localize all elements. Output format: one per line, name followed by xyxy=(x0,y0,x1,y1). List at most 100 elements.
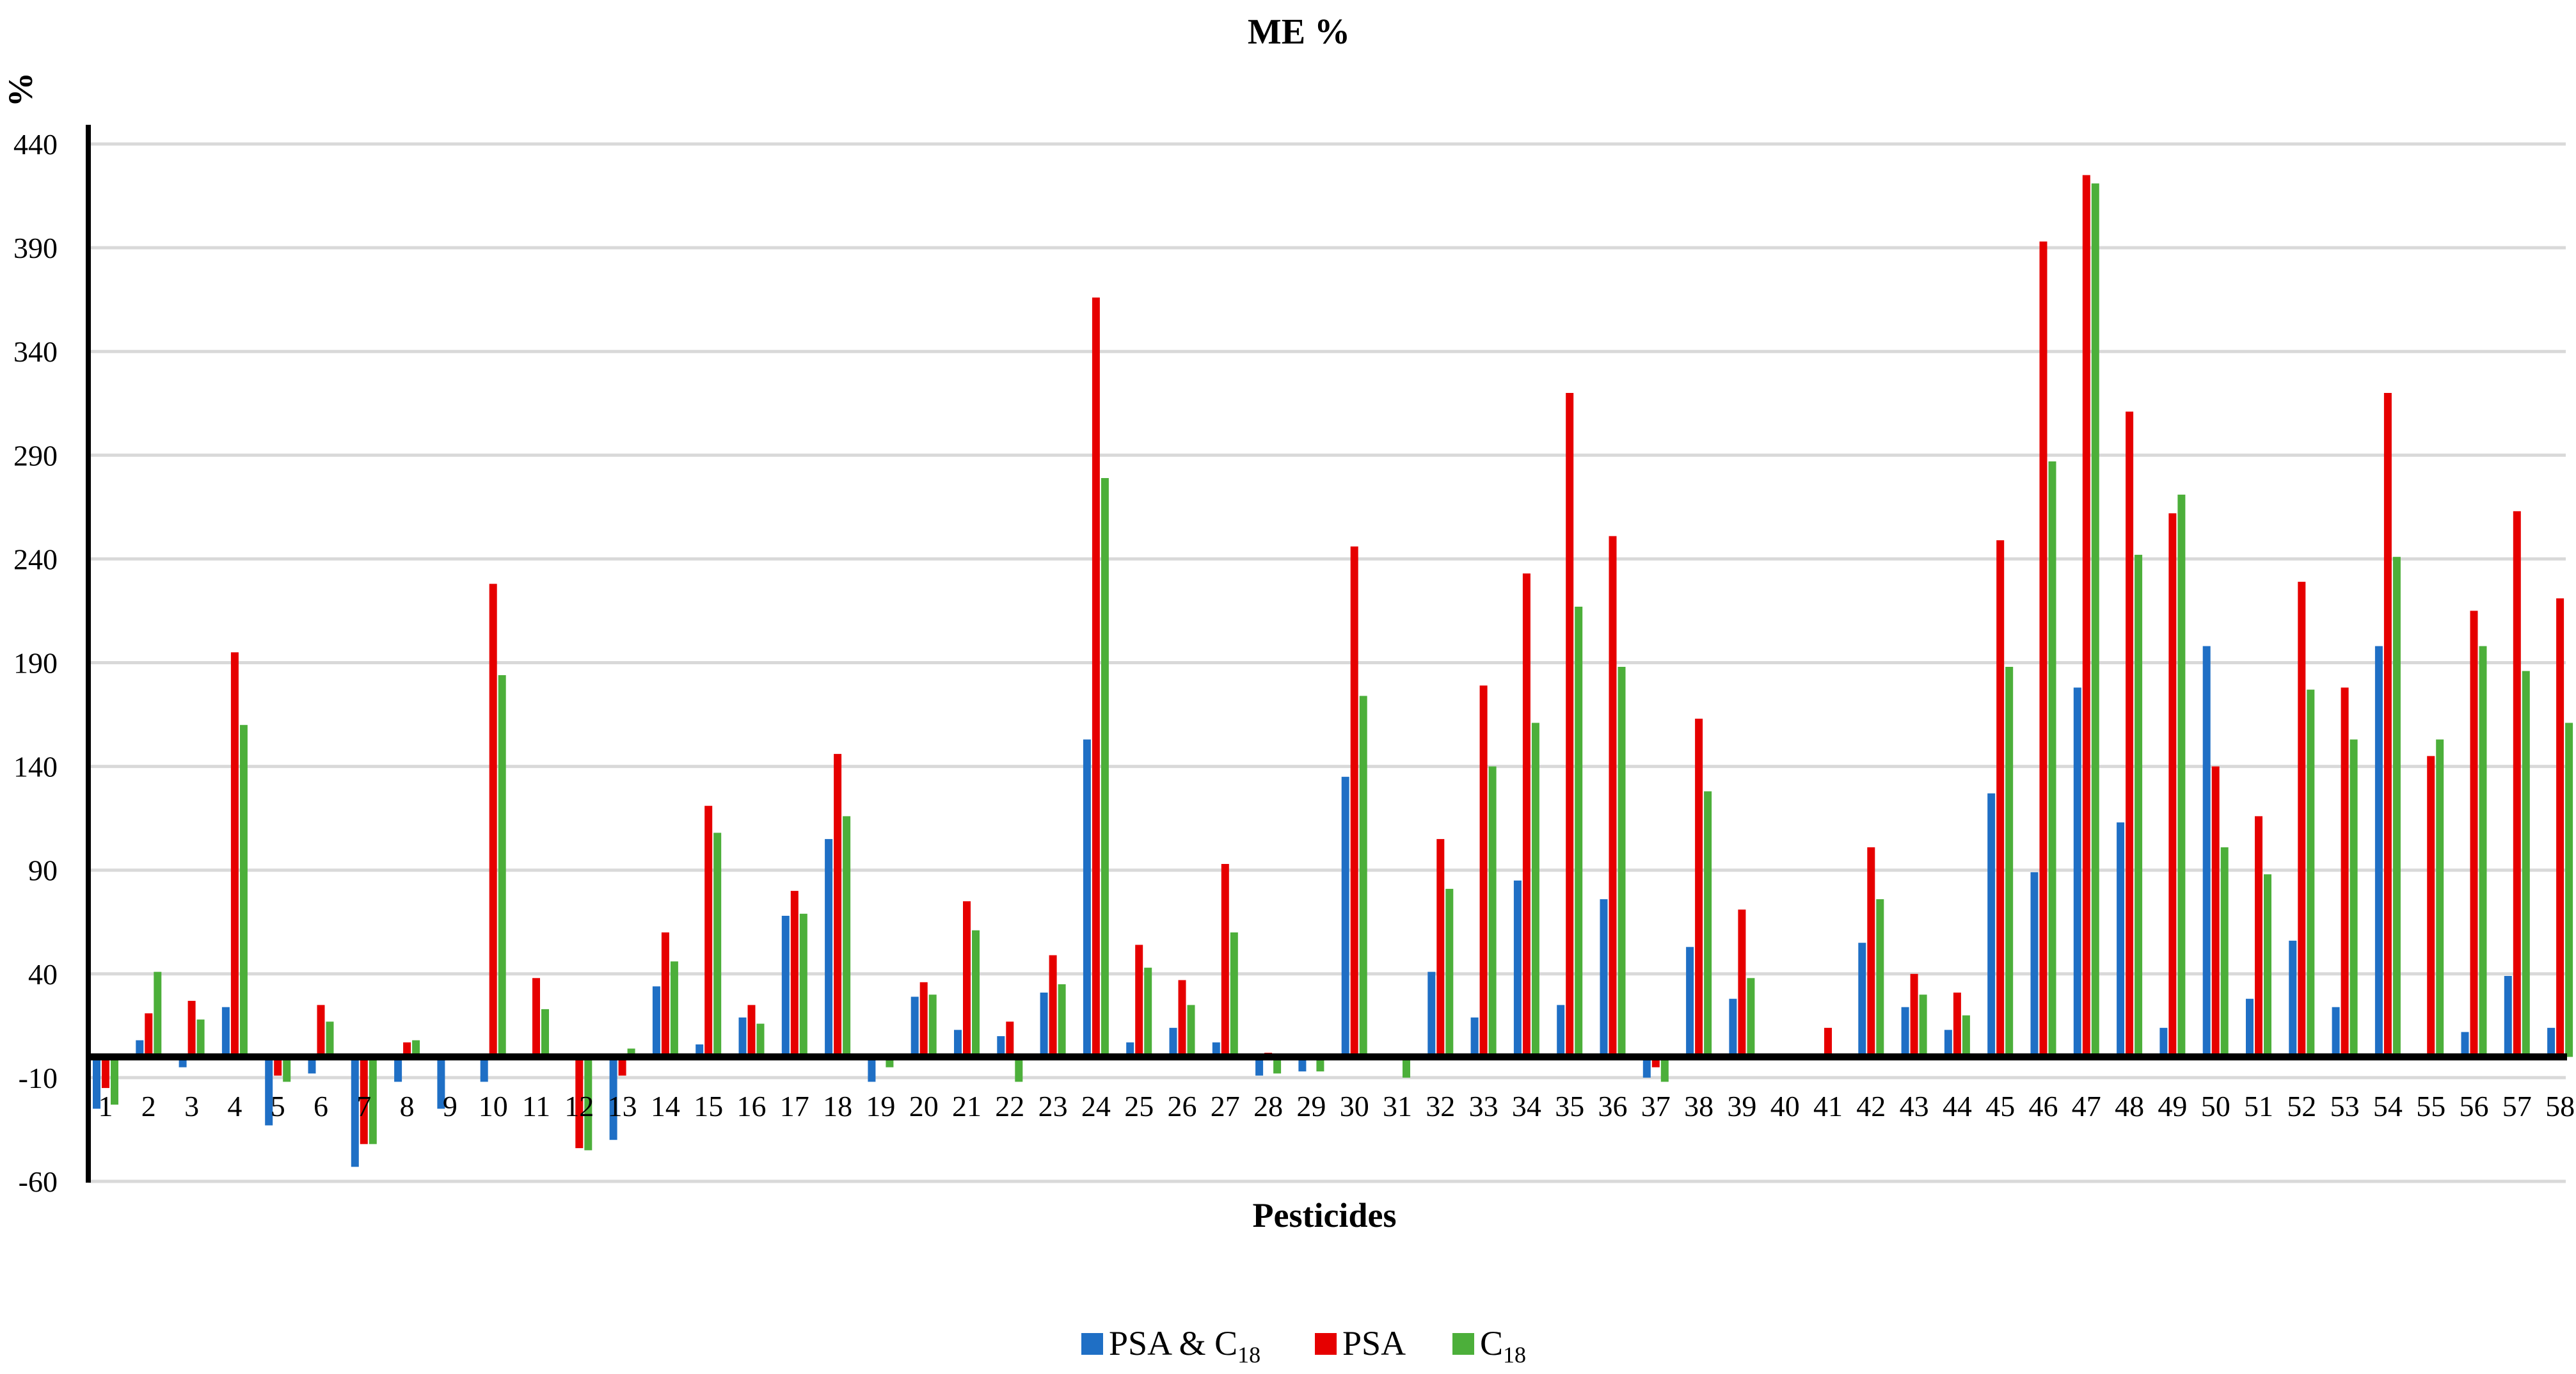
bar xyxy=(997,1036,1005,1057)
bar xyxy=(1101,478,1109,1057)
bar xyxy=(1470,1017,1479,1057)
category-label: 52 xyxy=(2287,1090,2316,1122)
bar xyxy=(1006,1021,1014,1057)
bar xyxy=(618,1057,626,1076)
bar xyxy=(1600,899,1608,1057)
bar xyxy=(799,913,807,1057)
bar xyxy=(221,1007,230,1057)
bar xyxy=(910,996,919,1057)
category-label: 41 xyxy=(1813,1090,1843,1122)
category-label: 34 xyxy=(1512,1090,1541,1122)
category-label: 1 xyxy=(99,1090,113,1122)
bar xyxy=(1910,973,1918,1057)
bar xyxy=(1642,1057,1651,1078)
category-label: 55 xyxy=(2416,1090,2445,1122)
y-tick-label: 40 xyxy=(28,958,58,991)
category-label: 3 xyxy=(184,1090,199,1122)
category-label: 42 xyxy=(1856,1090,1886,1122)
bar xyxy=(2091,183,2099,1057)
y-tick-label: 90 xyxy=(28,854,58,887)
bar xyxy=(196,1019,205,1057)
category-label: 15 xyxy=(694,1090,723,1122)
bar xyxy=(868,1057,876,1082)
bar xyxy=(2255,816,2262,1057)
bar xyxy=(652,986,660,1057)
bar xyxy=(747,1005,756,1057)
bar xyxy=(1557,1005,1565,1057)
bar xyxy=(265,1057,273,1126)
bar xyxy=(1135,945,1143,1057)
category-label: 54 xyxy=(2373,1090,2403,1122)
bar xyxy=(2073,687,2081,1057)
bar xyxy=(575,1057,584,1149)
bar xyxy=(2168,513,2177,1057)
bar xyxy=(1427,971,1436,1057)
bar xyxy=(326,1021,334,1057)
category-label: 58 xyxy=(2545,1090,2575,1122)
bar xyxy=(2082,175,2090,1057)
y-tick-label: 390 xyxy=(13,232,58,264)
legend-label: PSA xyxy=(1342,1324,1406,1362)
category-label: 18 xyxy=(823,1090,852,1122)
category-label: 4 xyxy=(227,1090,242,1122)
gridlines xyxy=(88,142,2566,1183)
y-tick-label: 340 xyxy=(13,335,58,368)
bar xyxy=(1858,943,1866,1057)
bar xyxy=(2461,1032,2469,1057)
bar xyxy=(403,1042,411,1057)
bar xyxy=(825,839,833,1057)
category-label: 33 xyxy=(1469,1090,1499,1122)
bar xyxy=(1341,776,1349,1057)
category-label: 47 xyxy=(2072,1090,2101,1122)
category-labels: 1 2 3 4 5 6 7 8 9 10 11 12 13 14 15 16 17 18 19 20 21 22 23 24 2… xyxy=(99,1090,2575,1122)
bar xyxy=(1953,993,1961,1057)
category-label: 56 xyxy=(2460,1090,2489,1122)
y-tick-label: 140 xyxy=(13,751,58,783)
bar xyxy=(584,1057,592,1151)
category-label: 19 xyxy=(866,1090,895,1122)
category-label: 14 xyxy=(651,1090,680,1122)
category-label: 53 xyxy=(2330,1090,2360,1122)
bar xyxy=(1092,297,1100,1057)
bar xyxy=(480,1057,488,1082)
bar xyxy=(498,675,506,1057)
bar xyxy=(2307,689,2315,1057)
legend-swatch xyxy=(1315,1333,1337,1355)
bar xyxy=(187,1000,196,1057)
bar xyxy=(738,1017,747,1057)
bar xyxy=(963,901,971,1057)
bar xyxy=(2220,847,2229,1057)
bar xyxy=(781,916,790,1057)
bar xyxy=(1987,793,1996,1057)
x-axis-title: Pesticides xyxy=(1253,1196,1397,1234)
bar xyxy=(1566,393,1574,1057)
bar xyxy=(1575,607,1583,1057)
category-label: 31 xyxy=(1383,1090,1412,1122)
bar xyxy=(1187,1005,1195,1057)
bar xyxy=(1609,536,1617,1057)
bar xyxy=(2048,461,2056,1057)
bar xyxy=(360,1057,368,1144)
bar xyxy=(928,995,937,1057)
bar xyxy=(2126,411,2134,1057)
bar xyxy=(532,978,540,1057)
category-label: 13 xyxy=(608,1090,637,1122)
bar xyxy=(2565,723,2573,1057)
bar xyxy=(1359,696,1367,1057)
legend-item: C18 xyxy=(1452,1324,1526,1368)
bar xyxy=(2374,646,2383,1057)
bar xyxy=(1445,888,1454,1057)
category-label: 50 xyxy=(2201,1090,2230,1122)
bar xyxy=(1996,540,2005,1057)
legend-swatch xyxy=(1452,1333,1474,1355)
y-tick-label: 240 xyxy=(13,543,58,575)
category-label: 6 xyxy=(314,1090,328,1122)
bar xyxy=(1660,1057,1669,1082)
bar xyxy=(2479,646,2487,1057)
bar xyxy=(1015,1057,1023,1082)
legend-label: C18 xyxy=(1480,1324,1526,1368)
bar xyxy=(437,1057,445,1109)
bar xyxy=(1049,955,1057,1057)
bar xyxy=(351,1057,359,1167)
category-label: 20 xyxy=(909,1090,939,1122)
